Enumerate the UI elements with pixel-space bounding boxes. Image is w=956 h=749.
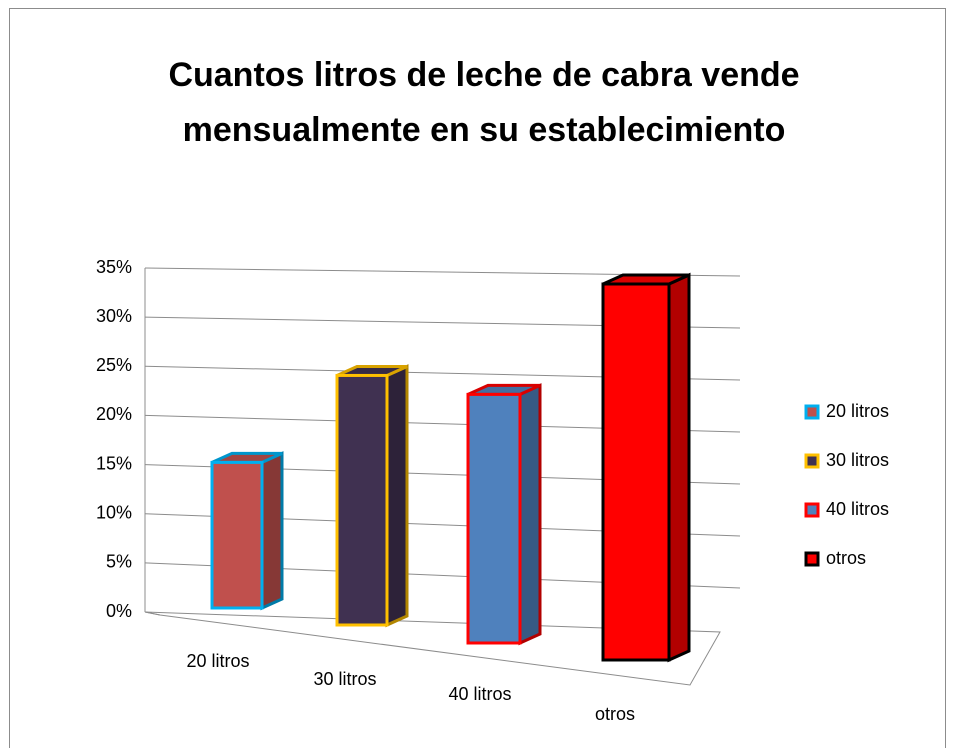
y-tick-label: 15% (96, 453, 132, 473)
x-tick-label: 20 litros (186, 651, 249, 671)
bar-side (518, 383, 542, 646)
x-tick-label: 40 litros (448, 684, 511, 704)
legend-swatch (804, 502, 820, 518)
bar-side (667, 272, 691, 663)
chart-title: Cuantos litros de leche de cabra vende m… (168, 56, 800, 149)
y-tick-label: 10% (96, 502, 132, 522)
legend-swatch (804, 551, 820, 567)
bar (601, 282, 671, 662)
legend-swatch (804, 453, 820, 469)
legend-label: otros (826, 548, 866, 568)
y-tick-label: 0% (106, 601, 132, 621)
y-tick-label: 25% (96, 355, 132, 375)
x-tick-label: otros (595, 704, 635, 724)
bar (210, 460, 264, 610)
bar-side (260, 451, 284, 611)
legend-label: 30 litros (826, 450, 889, 470)
bar (335, 373, 389, 627)
legend-label: 40 litros (826, 499, 889, 519)
bar (466, 392, 522, 645)
legend-swatch (804, 404, 820, 420)
bar-side (385, 364, 409, 628)
legend-label: 20 litros (826, 401, 889, 421)
y-tick-label: 5% (106, 552, 132, 572)
y-tick-label: 35% (96, 257, 132, 277)
chart-frame (9, 8, 946, 748)
y-tick-label: 20% (96, 404, 132, 424)
y-tick-label: 30% (96, 306, 132, 326)
x-tick-label: 30 litros (313, 669, 376, 689)
side-wall (144, 611, 161, 616)
